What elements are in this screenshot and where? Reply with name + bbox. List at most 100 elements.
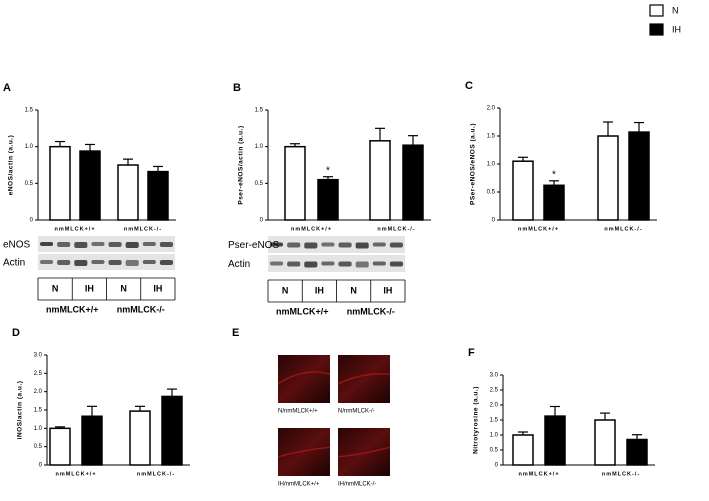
y-tick-label: 2.5 — [34, 371, 43, 377]
y-axis-title: Nitrotyrosine (a.u.) — [473, 386, 480, 454]
x-tick-label: nmMLCK-/- — [602, 471, 640, 477]
y-tick-label: 0.5 — [255, 181, 264, 187]
blot-band — [74, 242, 88, 248]
y-tick-label: 1.5 — [490, 418, 499, 424]
y-axis-title: Pser-eNOS/actin (a.u.) — [238, 125, 245, 204]
y-tick-label: 0 — [492, 218, 496, 224]
blot-background — [268, 255, 405, 272]
x-tick-label: nmMLCK+/+ — [291, 226, 332, 232]
blot-band — [125, 242, 139, 248]
lane-label: IH — [85, 283, 94, 293]
legend-label: N — [672, 5, 679, 15]
image-label: IH/nmMLCK+/+ — [278, 482, 320, 488]
bar — [402, 144, 424, 221]
bar — [117, 164, 139, 221]
panel-label: C — [465, 80, 473, 92]
y-tick-label: 1.0 — [255, 144, 264, 150]
blot-band — [338, 261, 352, 267]
x-tick-label: nmMLCK+/+ — [518, 471, 559, 477]
lane-label: IH — [383, 285, 392, 295]
y-tick-label: 0 — [495, 463, 499, 469]
y-tick-label: 0 — [39, 463, 43, 469]
y-tick-label: 0.5 — [487, 190, 496, 196]
x-tick-label: nmMLCK+/+ — [518, 226, 559, 232]
bar — [284, 145, 306, 221]
blot-band — [372, 242, 386, 247]
blot-band — [338, 242, 352, 248]
tissue-edge — [337, 373, 391, 385]
group-label: nmMLCK+/+ — [46, 304, 99, 314]
y-tick-label: 1.5 — [487, 134, 496, 140]
blot-band — [40, 260, 54, 264]
blot-band — [74, 260, 88, 266]
image-label: N/nmMLCK+/+ — [278, 409, 318, 415]
x-tick-label: nmMLCK-/- — [124, 226, 162, 232]
tissue-edge — [337, 446, 391, 458]
y-tick-label: 0.5 — [490, 448, 499, 454]
bar — [626, 438, 648, 466]
blot-band — [389, 261, 403, 267]
group-label: nmMLCK-/- — [347, 306, 395, 316]
bar — [544, 415, 566, 466]
x-tick-label: nmMLCK-/- — [137, 471, 175, 477]
bar — [49, 427, 71, 466]
panel-label: E — [232, 327, 239, 339]
bar — [512, 434, 534, 466]
blot-band — [142, 242, 156, 246]
blot-band — [355, 242, 369, 249]
blot-band — [321, 242, 335, 247]
blot-background — [38, 236, 175, 252]
y-tick-label: 2.0 — [34, 389, 43, 395]
lane-label: N — [282, 285, 289, 295]
bar — [369, 140, 391, 221]
y-tick-label: 2.0 — [487, 106, 496, 112]
blot-band — [57, 242, 71, 247]
y-tick-label: 0.5 — [34, 444, 43, 450]
y-tick-label: 2.5 — [490, 388, 499, 394]
y-tick-label: 1.5 — [25, 108, 34, 114]
bar — [79, 150, 101, 221]
y-tick-label: 0 — [30, 218, 34, 224]
blot-band — [304, 261, 318, 268]
lane-label: N — [52, 283, 59, 293]
blot-band — [91, 242, 105, 246]
blot-band — [287, 261, 301, 267]
y-tick-label: 3.0 — [490, 373, 499, 379]
blot-band — [270, 261, 284, 266]
bar — [317, 178, 339, 221]
blot-band — [355, 261, 369, 268]
image-label: IH/nmMLCK-/- — [338, 482, 376, 488]
bar — [161, 395, 183, 466]
blot-band — [108, 242, 122, 247]
bar — [597, 135, 619, 221]
blot-band — [125, 260, 139, 266]
y-tick-label: 0 — [260, 218, 264, 224]
blot-band — [372, 261, 386, 266]
micrograph — [338, 355, 390, 403]
blot-band — [108, 260, 122, 265]
legend-swatch — [649, 23, 664, 36]
y-tick-label: 3.0 — [34, 353, 43, 359]
y-axis-title: eNOS/actin (a.u.) — [8, 135, 15, 196]
blot-band — [57, 260, 71, 265]
y-axis-title: iNOS/actin (a.u.) — [17, 381, 24, 440]
bar — [628, 131, 650, 221]
significance-label: * — [552, 169, 556, 180]
panel-label: B — [233, 82, 241, 94]
bar — [594, 419, 616, 466]
micrograph — [278, 428, 330, 476]
tissue-edge — [277, 371, 331, 385]
lane-label: N — [120, 283, 127, 293]
x-tick-label: nmMLCK-/- — [377, 226, 415, 232]
blot-band — [142, 260, 156, 264]
y-tick-label: 1.0 — [34, 426, 43, 432]
blot-band — [270, 242, 284, 247]
blot-band — [321, 261, 335, 266]
x-tick-label: nmMLCK+/+ — [54, 226, 95, 232]
legend-label: IH — [672, 24, 681, 34]
lane-label: IH — [315, 285, 324, 295]
y-tick-label: 1.0 — [490, 433, 499, 439]
bar — [129, 410, 151, 466]
image-label: N/nmMLCK-/- — [338, 409, 375, 415]
